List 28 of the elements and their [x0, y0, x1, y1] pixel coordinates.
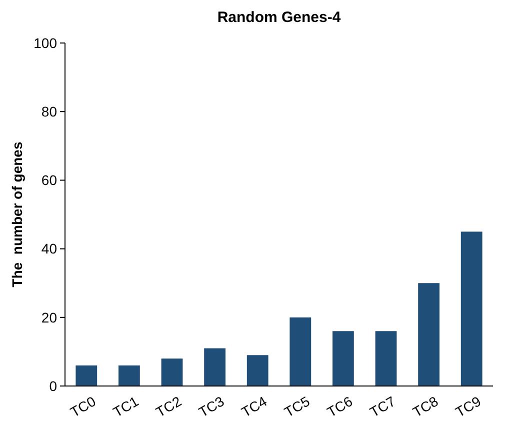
bar	[375, 331, 397, 386]
y-tick-label: 0	[49, 378, 58, 394]
bar	[460, 232, 482, 386]
x-tick-label: TC6	[324, 392, 356, 420]
y-tick-label: 60	[41, 172, 58, 188]
y-axis-title: The number of genes	[9, 142, 25, 288]
x-tick-label: TC4	[238, 392, 270, 420]
bar	[76, 365, 98, 386]
bar	[418, 283, 440, 386]
bar	[118, 365, 140, 386]
x-tick-label: TC9	[452, 392, 484, 420]
y-tick-label: 20	[41, 309, 58, 326]
bar	[290, 317, 312, 386]
y-tick-label: 80	[41, 104, 58, 120]
bar	[204, 348, 226, 386]
x-tick-label: TC7	[367, 392, 398, 420]
x-tick-label: TC1	[110, 392, 142, 420]
bar	[161, 358, 183, 386]
x-tick-label: TC3	[196, 392, 227, 420]
bar	[246, 355, 268, 386]
y-tick-label: 40	[41, 240, 58, 257]
x-tick-label: TC0	[67, 392, 99, 420]
x-tick-label: TC5	[281, 392, 313, 420]
chart-title: Random Genes-4	[217, 9, 342, 26]
bar	[332, 331, 354, 386]
y-tick-label: 100	[34, 34, 58, 51]
x-tick-label: TC2	[153, 392, 184, 420]
x-tick-label: TC8	[410, 392, 441, 420]
